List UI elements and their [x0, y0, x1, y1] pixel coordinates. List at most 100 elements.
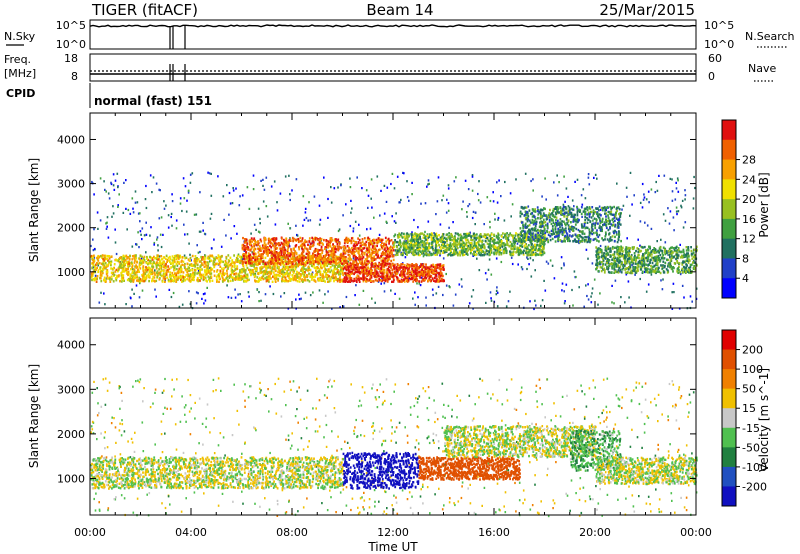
- scatter-cell: [188, 242, 190, 245]
- heatmap-cell: [245, 261, 247, 265]
- heatmap-cell: [253, 237, 256, 240]
- heatmap-cell: [144, 276, 147, 280]
- heatmap-cell: [385, 240, 388, 243]
- scatter-cell: [160, 216, 163, 219]
- heatmap-cell: [106, 257, 108, 261]
- scatter-cell: [93, 228, 95, 231]
- heatmap-cell: [298, 258, 301, 261]
- heatmap-cell: [349, 249, 352, 252]
- heatmap-cell: [281, 248, 284, 251]
- heatmap-cell: [335, 261, 337, 264]
- heatmap-cell: [253, 243, 255, 246]
- heatmap-cell: [236, 260, 238, 263]
- heatmap-cell: [138, 261, 141, 264]
- scatter-cell: [163, 200, 165, 203]
- heatmap-cell: [262, 270, 265, 273]
- heatmap-cell: [339, 246, 342, 249]
- heatmap-cell: [387, 257, 390, 261]
- heatmap-cell: [269, 257, 272, 261]
- heatmap-cell: [526, 254, 529, 257]
- heatmap-cell: [461, 239, 464, 242]
- heatmap-cell: [472, 247, 475, 250]
- scatter-cell: [145, 206, 148, 210]
- scatter-cell: [642, 198, 645, 201]
- heatmap-cell: [328, 270, 330, 273]
- scatter-cell: [92, 238, 94, 241]
- heatmap-cell: [350, 264, 352, 268]
- heatmap-cell: [260, 260, 263, 263]
- heatmap-cell: [392, 249, 395, 252]
- scatter-cell: [145, 221, 147, 224]
- heatmap-cell: [122, 276, 125, 280]
- heatmap-cell: [314, 273, 317, 277]
- heatmap-cell: [239, 276, 241, 279]
- heatmap-cell: [304, 239, 306, 242]
- heatmap-cell: [442, 246, 444, 250]
- heatmap-cell: [139, 280, 142, 283]
- heatmap-cell: [301, 272, 304, 275]
- heatmap-cell: [151, 268, 154, 271]
- heatmap-cell: [275, 273, 278, 277]
- heatmap-cell: [288, 273, 291, 276]
- heatmap-cell: [404, 241, 407, 245]
- scatter-cell: [530, 275, 533, 278]
- scatter-cell: [265, 176, 268, 179]
- scatter-cell: [139, 212, 141, 215]
- scatter-cell: [433, 232, 435, 235]
- scatter-cell: [584, 197, 587, 200]
- heatmap-cell: [418, 274, 421, 278]
- scatter-cell: [406, 180, 408, 183]
- heatmap-cell: [150, 256, 153, 259]
- heatmap-cell: [133, 272, 135, 275]
- heatmap-cell: [350, 272, 352, 275]
- heatmap-cell: [92, 264, 95, 267]
- heatmap-cell: [94, 277, 97, 280]
- heatmap-cell: [357, 266, 360, 269]
- scatter-cell: [563, 175, 565, 178]
- scatter-cell: [552, 221, 555, 224]
- freq-left-label-1: Freq.: [4, 53, 31, 66]
- heatmap-cell: [325, 261, 327, 265]
- scatter-cell: [484, 272, 487, 275]
- heatmap-cell: [239, 278, 241, 281]
- heatmap-cell: [218, 272, 221, 276]
- scatter-cell: [131, 197, 134, 200]
- heatmap-cell: [273, 240, 276, 243]
- heatmap-cell: [298, 280, 301, 283]
- scatter-cell: [356, 176, 358, 179]
- heatmap-cell: [277, 277, 280, 281]
- scatter-cell: [488, 258, 491, 261]
- noise-sky-trace: [89, 24, 697, 28]
- heatmap-cell: [106, 274, 109, 278]
- scatter-cell: [371, 206, 373, 209]
- scatter-cell: [496, 305, 499, 308]
- heatmap-cell: [127, 267, 129, 270]
- heatmap-cell: [207, 269, 210, 272]
- scatter-cell: [437, 285, 440, 288]
- heatmap-cell: [382, 250, 384, 254]
- heatmap-cell: [177, 277, 180, 280]
- heatmap-cell: [179, 254, 182, 258]
- scatter-cell: [134, 190, 137, 193]
- heatmap-cell: [465, 244, 468, 247]
- scatter-cell: [489, 220, 491, 223]
- scatter-cell: [289, 198, 291, 202]
- heatmap-cell: [419, 265, 421, 268]
- heatmap-cell: [272, 258, 275, 261]
- heatmap-cell: [247, 252, 250, 255]
- heatmap-cell: [357, 275, 360, 278]
- heatmap-cell: [150, 259, 152, 263]
- heatmap-cell: [110, 275, 113, 278]
- heatmap-cell: [307, 243, 309, 246]
- scatter-cell: [427, 179, 430, 182]
- heatmap-cell: [368, 250, 371, 254]
- heatmap-cell: [275, 277, 278, 280]
- heatmap-cell: [332, 257, 334, 261]
- heatmap-cell: [199, 265, 202, 268]
- scatter-cell: [445, 211, 448, 214]
- heatmap-cell: [162, 264, 165, 268]
- heatmap-cell: [423, 267, 426, 271]
- scatter-cell: [411, 181, 413, 184]
- heatmap-cell: [148, 262, 151, 265]
- scatter-cell: [118, 193, 120, 196]
